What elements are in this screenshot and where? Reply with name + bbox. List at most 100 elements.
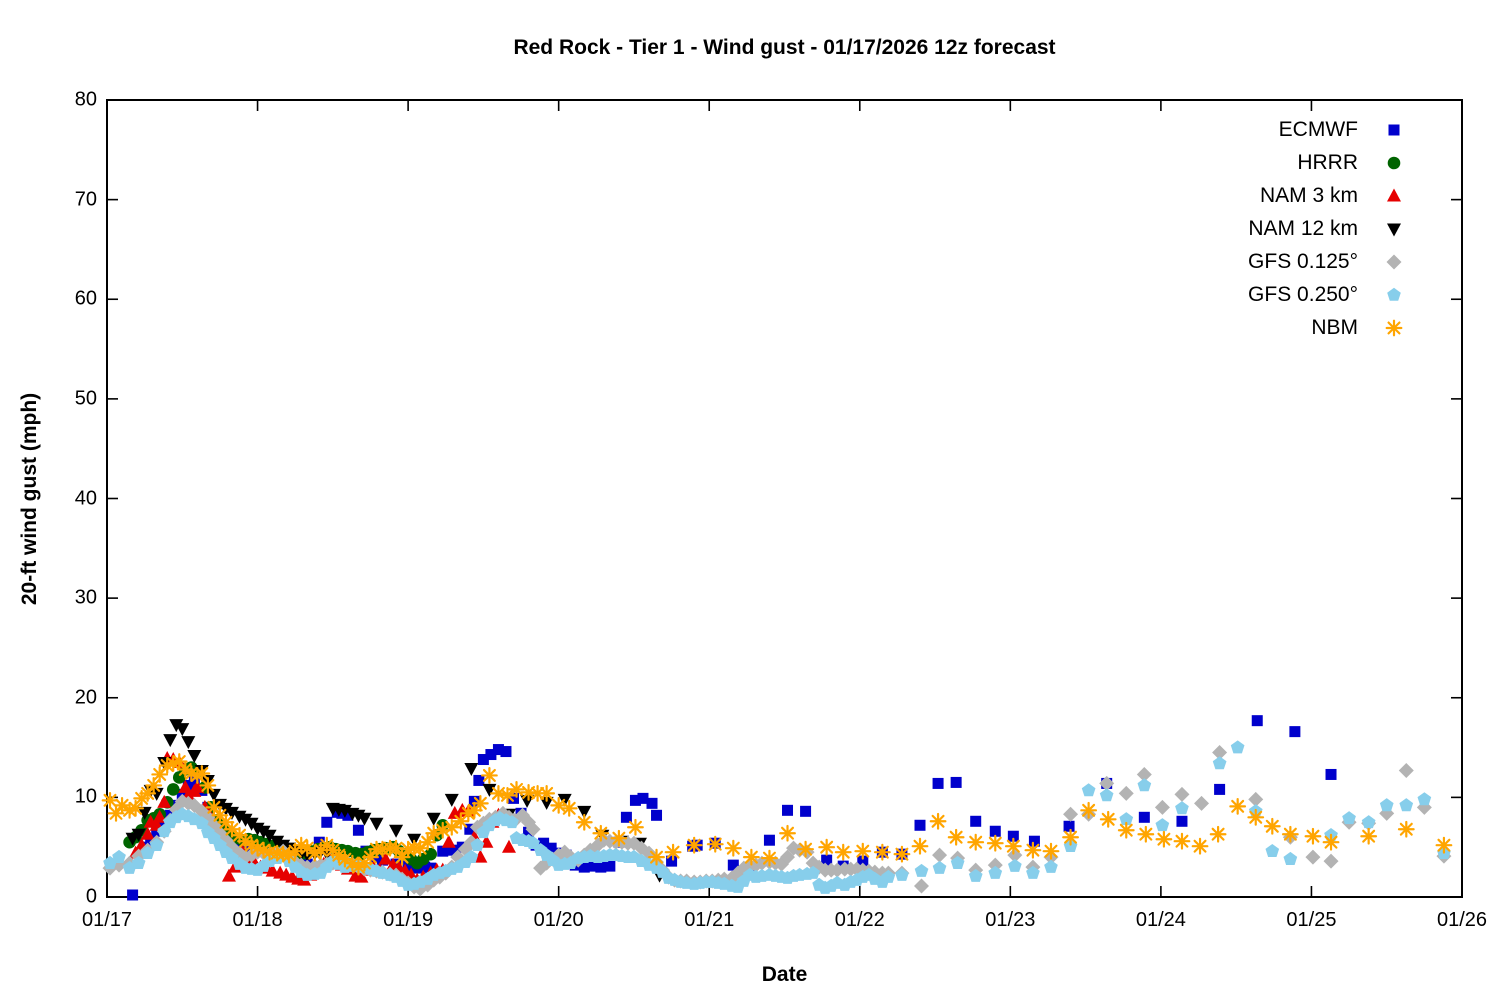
data-point <box>464 762 479 776</box>
legend-item-gfs-0-125-: GFS 0.125° <box>1248 245 1408 278</box>
data-point <box>1118 785 1134 801</box>
data-point <box>481 767 498 784</box>
data-point <box>1229 797 1247 815</box>
data-point <box>914 819 926 831</box>
data-point <box>575 813 593 831</box>
data-point <box>313 836 325 848</box>
data-point <box>986 834 1004 852</box>
data-point <box>1387 156 1401 169</box>
data-point <box>1212 756 1227 770</box>
data-point <box>441 834 456 848</box>
data-point <box>1063 820 1075 832</box>
data-point <box>459 804 477 822</box>
data-point <box>1265 844 1280 857</box>
data-point <box>818 838 836 856</box>
y-tick-label: 20 <box>74 686 97 709</box>
data-point <box>485 749 497 761</box>
data-point <box>419 861 431 873</box>
data-point <box>473 849 488 863</box>
data-point <box>447 844 459 856</box>
legend-label: HRRR <box>1297 150 1358 174</box>
data-point <box>336 807 348 819</box>
data-point <box>1361 815 1376 829</box>
data-point <box>199 777 217 794</box>
legend-item-nbm: NBM <box>1248 311 1408 344</box>
data-point <box>895 867 909 881</box>
y-tick-label: 40 <box>74 487 97 509</box>
data-point <box>1322 833 1340 851</box>
data-point <box>1251 715 1263 727</box>
data-point <box>107 804 125 822</box>
data-point <box>1214 783 1226 795</box>
y-tick-label: 80 <box>74 88 97 111</box>
data-point <box>393 848 411 866</box>
data-point <box>1209 825 1227 843</box>
x-tick-label: 01/17 <box>81 909 133 931</box>
data-point <box>911 837 929 855</box>
data-point <box>627 818 644 836</box>
data-point <box>1435 836 1453 854</box>
data-point <box>1379 798 1394 812</box>
series-gfs-0-250- <box>103 740 1451 894</box>
data-point <box>1360 827 1378 845</box>
y-tick-label: 60 <box>74 287 97 310</box>
data-point <box>468 795 480 807</box>
data-point <box>970 815 982 827</box>
data-point <box>127 889 139 901</box>
legend-label: ECMWF <box>1278 117 1358 141</box>
data-point <box>578 861 590 873</box>
data-point <box>157 794 172 808</box>
legend-marker-asterisk-icon <box>1385 319 1403 336</box>
data-point <box>648 848 665 866</box>
data-point <box>538 784 556 802</box>
legend: ECMWF HRRR NAM 3 km NAM 12 km GFS 0.125° GFS … <box>1248 113 1408 344</box>
data-point <box>321 816 333 828</box>
data-point <box>1007 830 1019 842</box>
data-point <box>932 860 947 874</box>
data-point <box>437 845 449 857</box>
data-point <box>950 776 962 788</box>
data-point <box>1008 858 1022 872</box>
data-point <box>857 855 869 867</box>
data-point <box>1230 740 1245 754</box>
data-point <box>190 779 205 793</box>
data-point <box>477 754 489 766</box>
data-point <box>947 828 965 846</box>
data-point <box>821 854 833 866</box>
data-point <box>1042 842 1060 860</box>
data-point <box>685 836 703 854</box>
data-point <box>1080 801 1098 819</box>
data-point <box>262 829 277 843</box>
data-point <box>592 824 610 842</box>
data-point <box>1247 808 1265 826</box>
data-point <box>140 846 155 859</box>
data-point <box>1283 851 1298 865</box>
data-point <box>646 797 658 809</box>
data-point <box>182 779 194 791</box>
data-point <box>1154 799 1170 815</box>
y-tick-label: 30 <box>74 586 97 609</box>
data-point <box>140 826 155 840</box>
data-point <box>508 792 519 804</box>
data-point <box>181 736 196 750</box>
data-point <box>170 753 188 770</box>
data-point <box>175 723 190 737</box>
legend-item-nam-12-km: NAM 12 km <box>1248 212 1408 245</box>
data-point <box>539 796 554 810</box>
data-point <box>651 809 663 821</box>
legend-item-nam-3-km: NAM 3 km <box>1248 179 1408 212</box>
data-point <box>169 719 184 733</box>
y-tick-label: 50 <box>74 387 97 410</box>
data-point <box>782 804 794 816</box>
data-point <box>595 861 607 873</box>
data-point <box>137 806 152 820</box>
legend-marker-triangle-up-icon <box>1387 188 1401 201</box>
data-point <box>1044 859 1058 873</box>
data-point <box>620 811 632 823</box>
data-point <box>369 817 384 831</box>
legend-item-gfs-0-250-: GFS 0.250° <box>1248 278 1408 311</box>
data-point <box>492 744 504 756</box>
legend-label: NBM <box>1311 315 1358 339</box>
data-point <box>426 812 441 826</box>
x-tick-label: 01/19 <box>383 909 434 931</box>
